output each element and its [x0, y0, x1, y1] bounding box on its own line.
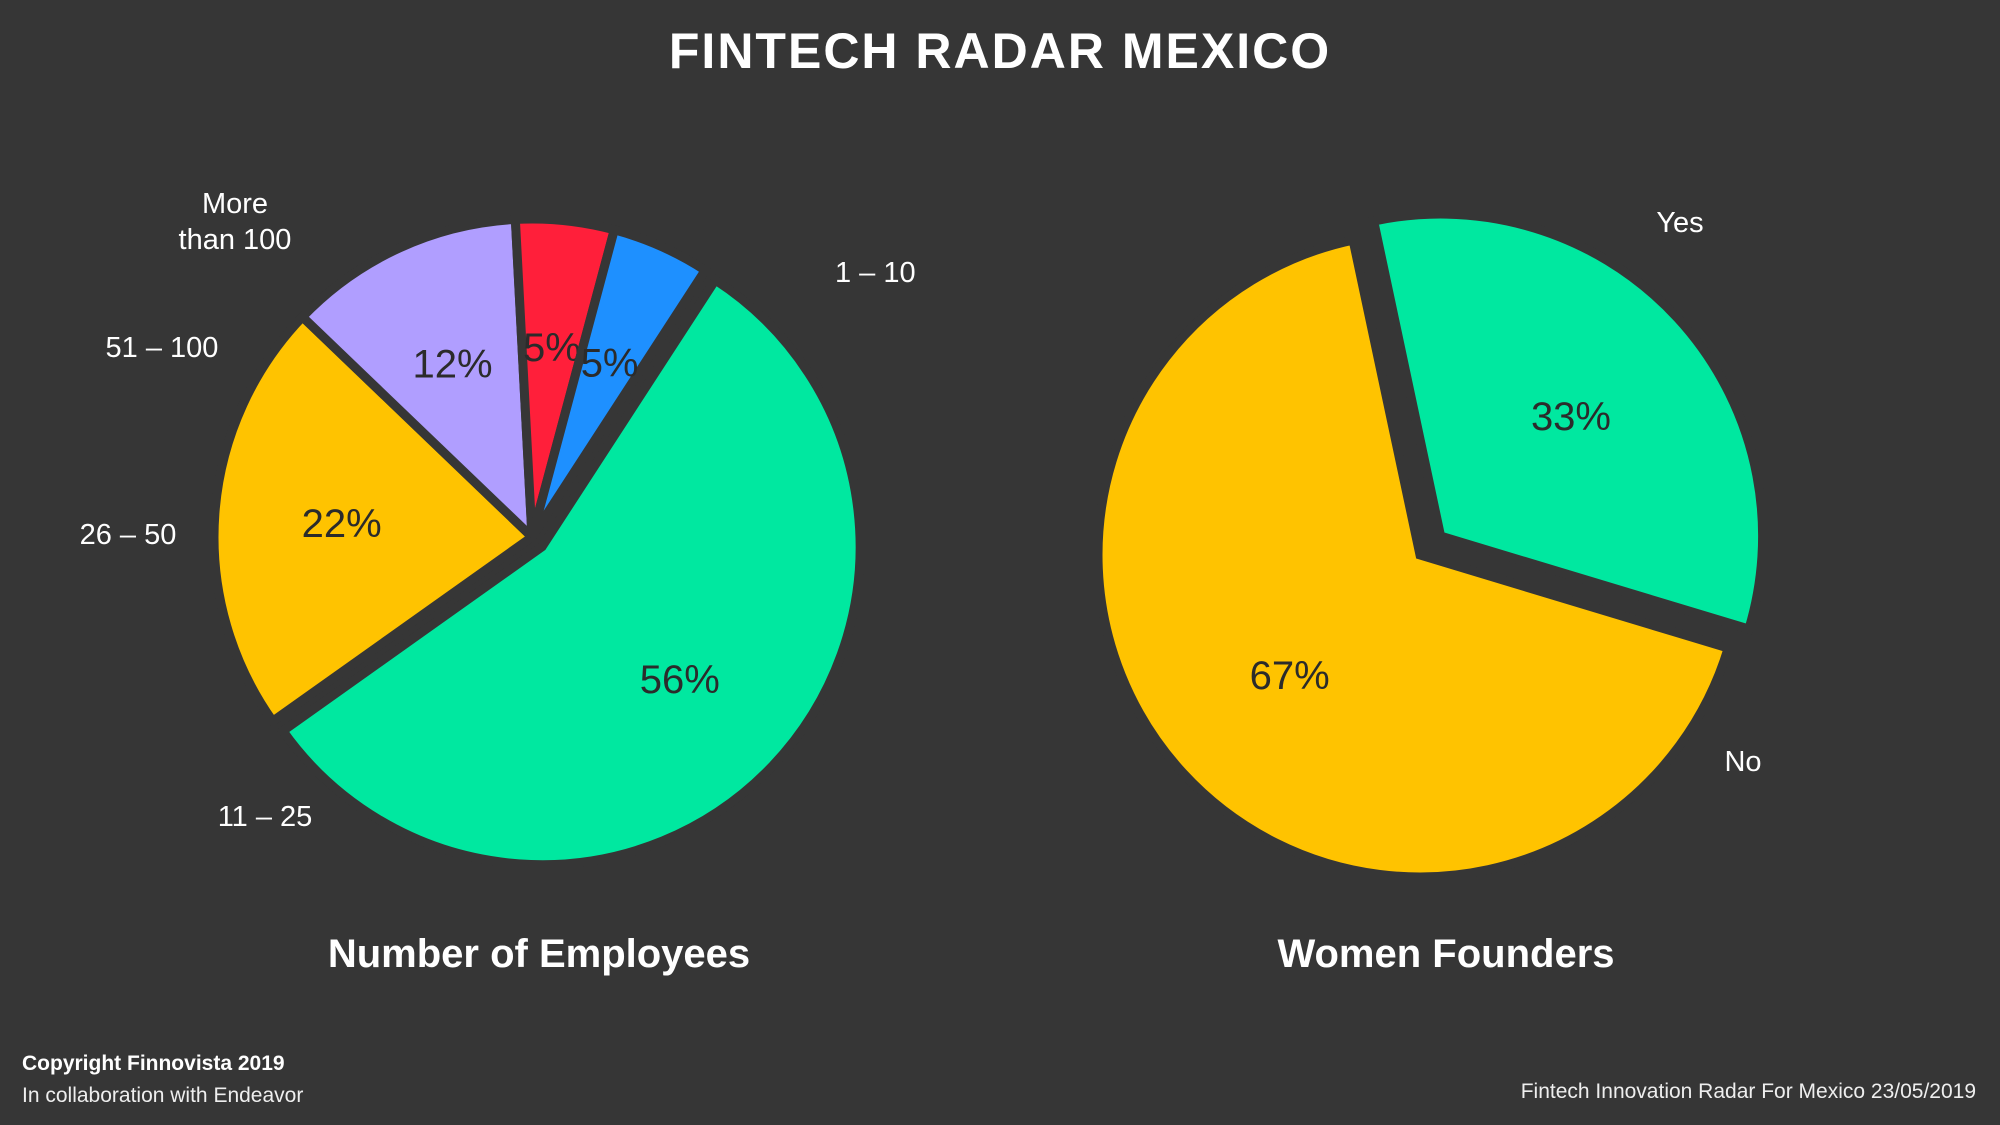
slice-label-yes: Yes: [1656, 207, 1703, 239]
source-note: Fintech Innovation Radar For Mexico 23/0…: [1520, 1080, 1976, 1103]
chart-title-women-founders: Women Founders: [1277, 932, 1615, 976]
copyright-text: Copyright Finnovista 2019: [22, 1052, 285, 1075]
pie-slice-more-than-100: [527, 224, 712, 540]
slice-value-yes: 33%: [1531, 395, 1611, 439]
slice-value-51-100: 5%: [523, 326, 581, 370]
slice-value-more-than-100: 5%: [581, 342, 639, 386]
slice-value-11-25: 22%: [302, 502, 382, 546]
chart-title-employees: Number of Employees: [327, 932, 751, 976]
slice-value-no: 67%: [1250, 654, 1330, 698]
pie-slice-11-25: [209, 310, 540, 728]
slice-label-more-than-100: More than 100: [179, 188, 292, 256]
slice-label-11-25: 11 – 25: [218, 801, 313, 833]
slice-label-51-100: 51 – 100: [106, 332, 219, 364]
collaboration-text: In collaboration with Endeavor: [22, 1084, 304, 1107]
page-title: FINTECH RADAR MEXICO: [668, 23, 1332, 79]
pie-women-founders: 33% Yes 67% No: [1093, 207, 1768, 882]
pie-slice-no: [1093, 234, 1734, 882]
slice-label-26-50: 26 – 50: [80, 519, 177, 551]
pie-slice-26-50: [296, 214, 538, 549]
slice-label-1-10: 1 – 10: [835, 257, 916, 289]
slice-label-no: No: [1724, 746, 1761, 778]
pie-slice-1-10: [276, 273, 865, 870]
pie-slice-yes: [1368, 209, 1768, 635]
pie-number-of-employees: 56% 1 – 10 22% 11 – 25 12% 26 – 50 5% 51 – 100 5…: [80, 188, 916, 870]
slice-value-1-10: 56%: [640, 658, 720, 702]
footer-left: Copyright Finnovista 2019 In collaborati…: [22, 1048, 303, 1112]
slice-value-26-50: 12%: [413, 343, 493, 387]
